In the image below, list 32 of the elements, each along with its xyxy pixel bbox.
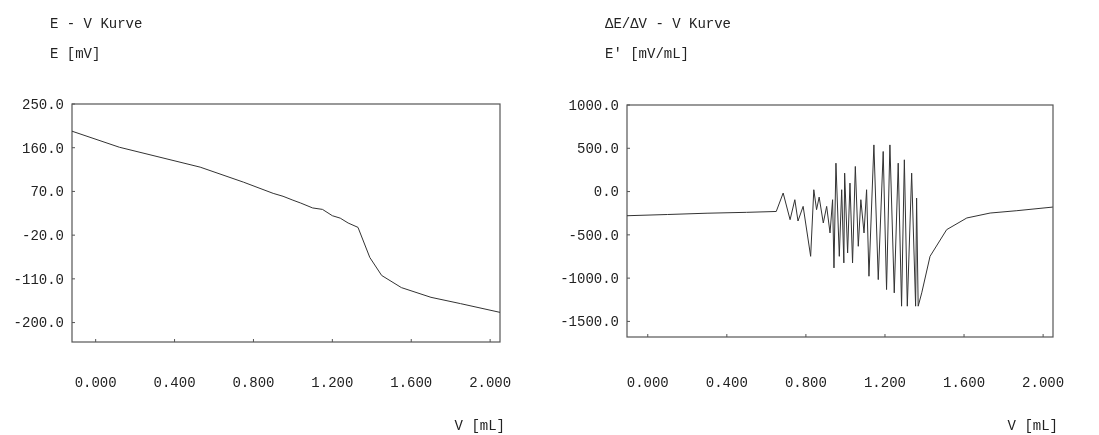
- y-tick-label: -1000.0: [560, 271, 619, 288]
- x-axis-title: V [mL]: [454, 418, 505, 434]
- x-tick-label: 1.200: [863, 375, 906, 391]
- x-tick-label: 0.000: [74, 375, 117, 391]
- y-tick-label: -1500.0: [560, 314, 619, 331]
- x-axis-title: V [mL]: [1007, 418, 1058, 434]
- x-tick-label: 0.800: [232, 375, 275, 391]
- chart-title: ΔE/ΔV - V Kurve: [605, 16, 732, 32]
- y-tick-label: 0.0: [593, 184, 619, 201]
- x-tick-label: 0.800: [784, 375, 827, 391]
- x-tick-label: 1.600: [943, 375, 986, 391]
- line-series: [626, 144, 1054, 307]
- line-series: [71, 130, 501, 313]
- y-tick-label: -20.0: [21, 228, 64, 245]
- x-tick-label: 1.600: [390, 375, 433, 391]
- y-tick-label: 70.0: [30, 184, 64, 201]
- y-axis-title: E [mV]: [50, 46, 101, 62]
- y-tick-label: -200.0: [13, 315, 64, 332]
- x-tick-label: 1.200: [311, 375, 354, 391]
- x-tick-label: 2.000: [469, 375, 512, 391]
- x-tick-label: 2.000: [1022, 375, 1065, 391]
- chart-title: E - V Kurve: [50, 16, 143, 32]
- y-tick-label: 1000.0: [568, 97, 619, 114]
- x-tick-label: 0.000: [626, 375, 669, 391]
- y-axis-title: E' [mV/mL]: [605, 46, 690, 62]
- x-tick-label: 0.400: [705, 375, 748, 391]
- y-tick-label: 250.0: [21, 96, 64, 113]
- y-tick-label: -110.0: [13, 271, 64, 288]
- y-tick-label: 500.0: [576, 141, 619, 158]
- x-tick-label: 0.400: [153, 375, 196, 391]
- y-tick-label: 160.0: [21, 140, 64, 157]
- y-tick-label: -500.0: [568, 227, 619, 244]
